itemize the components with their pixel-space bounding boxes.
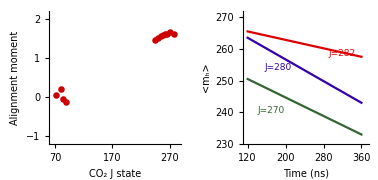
Y-axis label: Alignment moment: Alignment moment <box>10 30 20 125</box>
Point <box>53 94 59 96</box>
Point <box>167 31 173 34</box>
Point <box>152 39 158 42</box>
X-axis label: CO₂ J state: CO₂ J state <box>89 169 141 179</box>
Point <box>158 35 164 38</box>
Point <box>160 34 166 37</box>
Point <box>162 33 168 36</box>
Y-axis label: <mₕ>: <mₕ> <box>201 63 211 92</box>
Point <box>155 37 161 40</box>
Point <box>57 88 64 91</box>
Point <box>171 32 177 35</box>
X-axis label: Time (ns): Time (ns) <box>283 169 329 179</box>
Point <box>64 100 70 103</box>
Text: J=280: J=280 <box>264 63 291 72</box>
Point <box>164 33 170 36</box>
Point <box>60 98 67 100</box>
Text: J=282: J=282 <box>328 49 355 58</box>
Text: J=270: J=270 <box>257 106 284 115</box>
